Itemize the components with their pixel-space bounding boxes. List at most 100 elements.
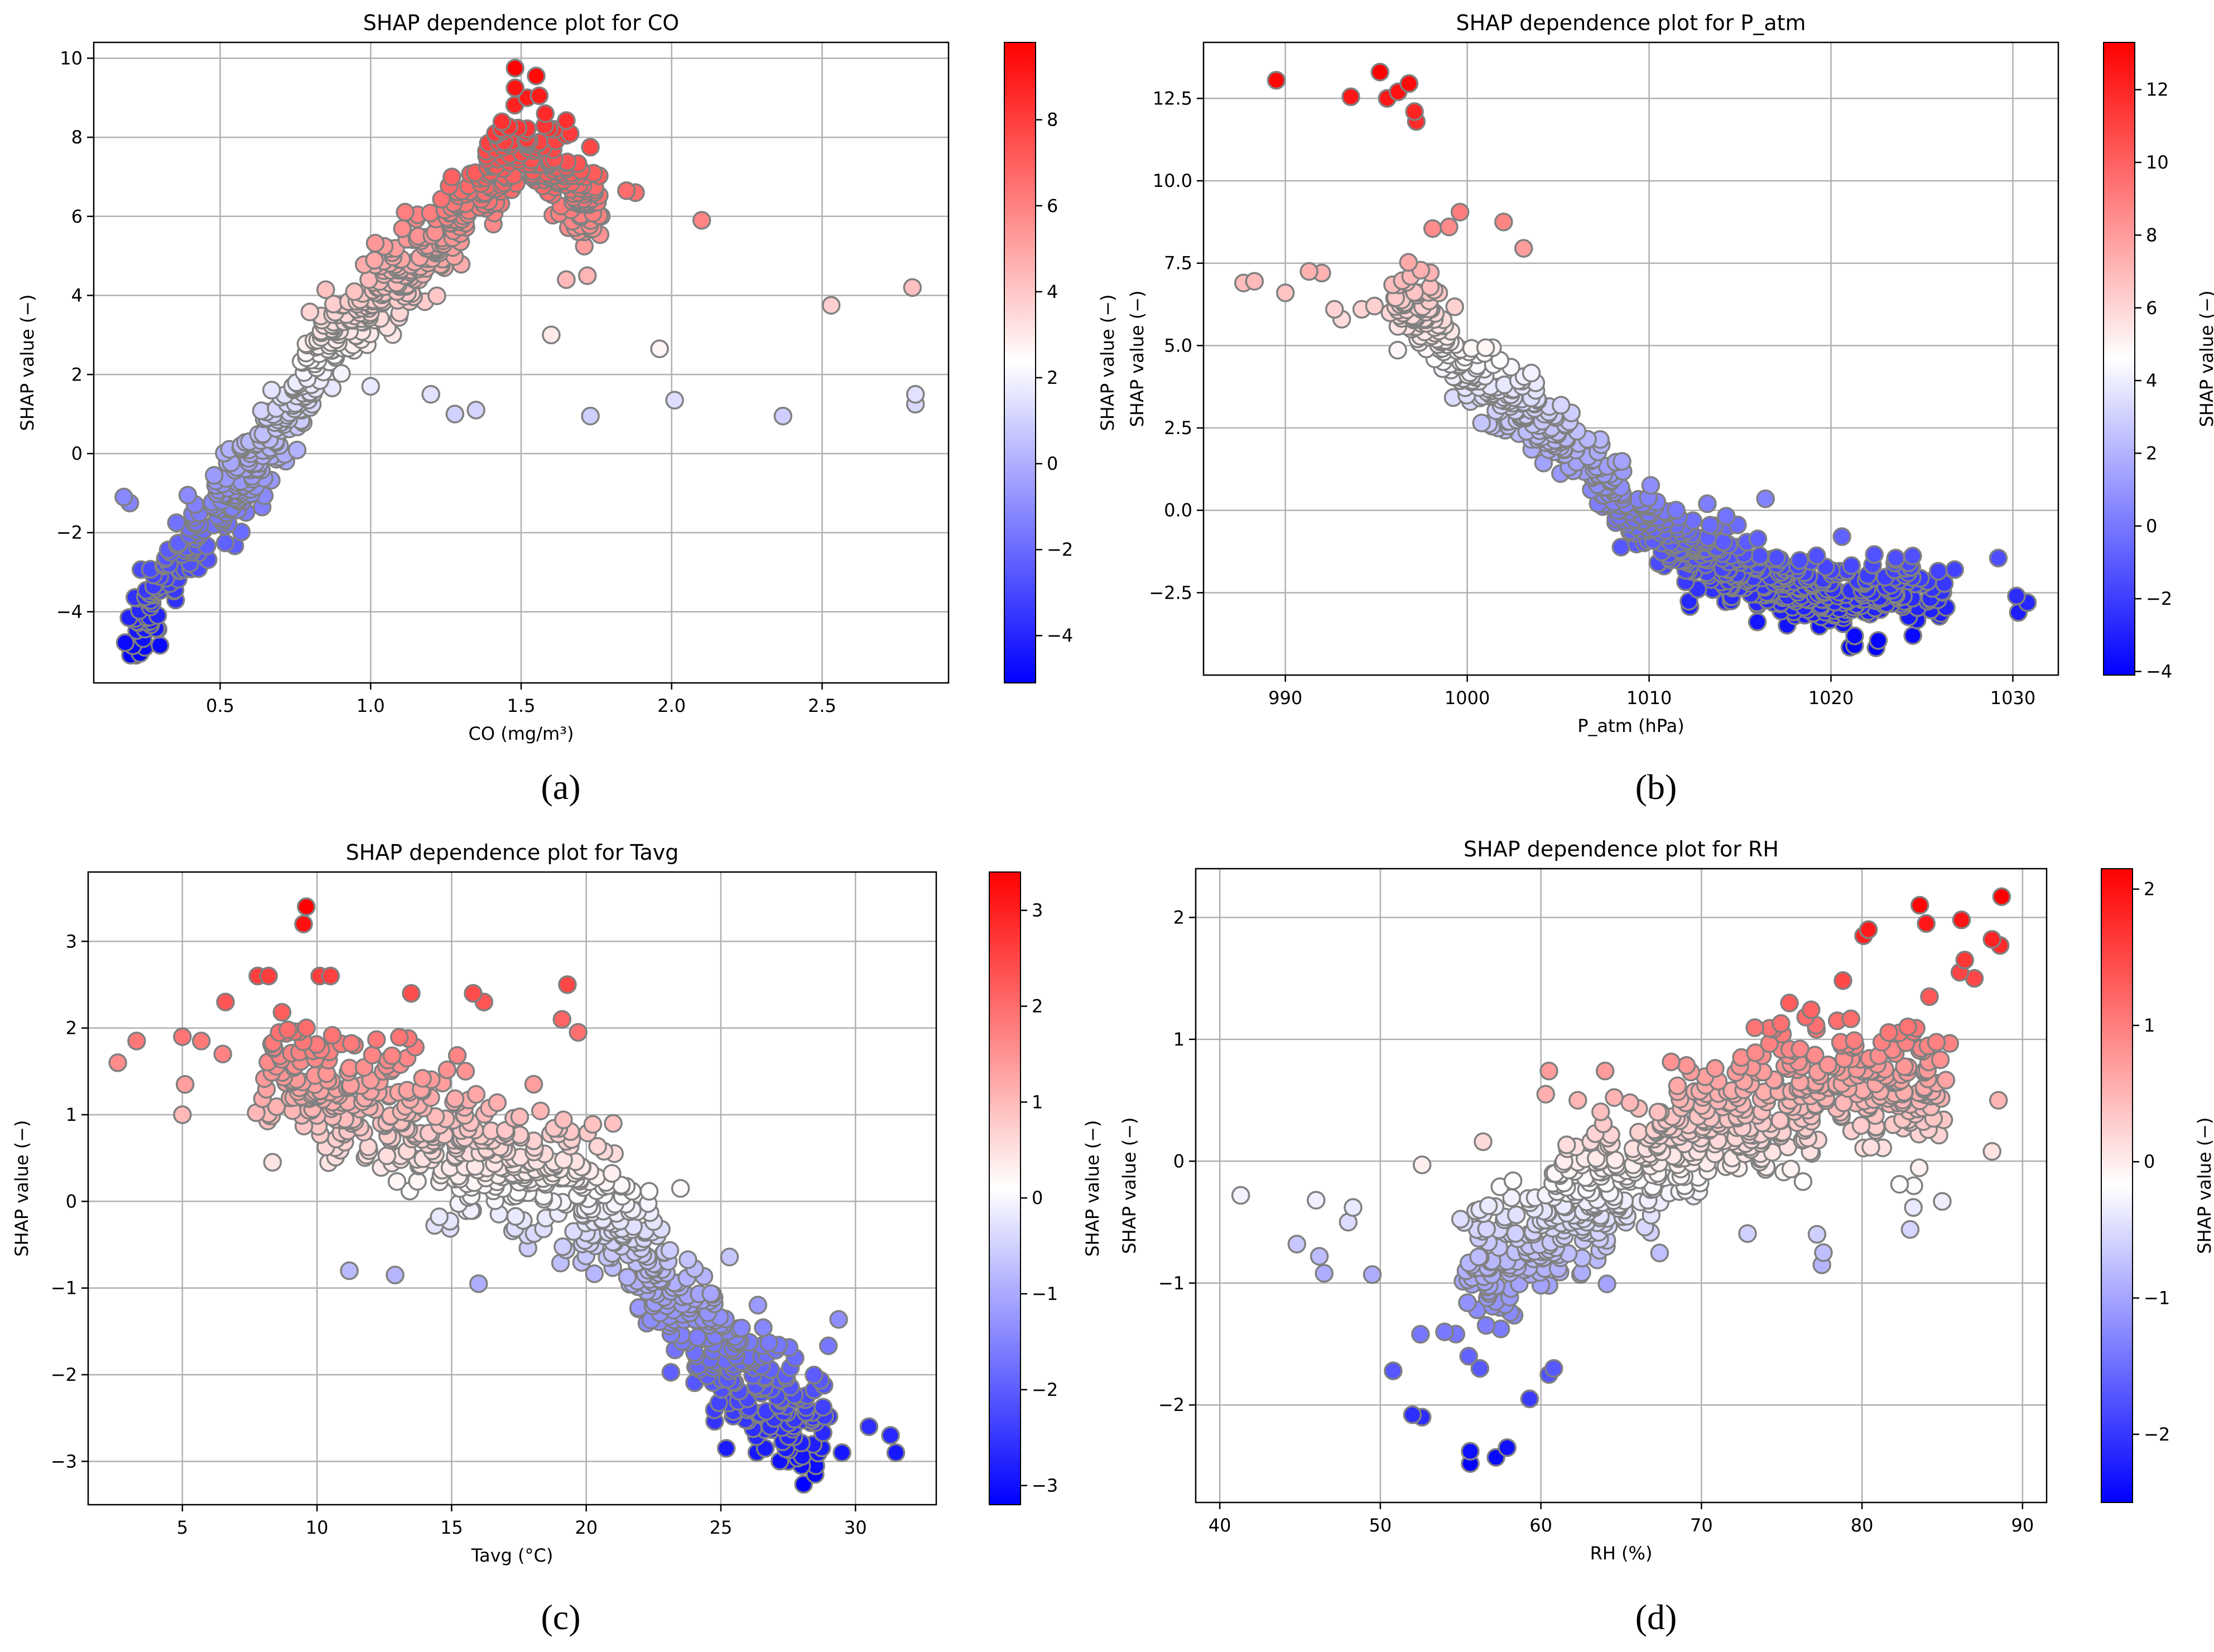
y-tick-label: −2 <box>56 522 83 543</box>
scatter-point <box>1933 1192 1952 1211</box>
colorbar-tick-label: 6 <box>2146 297 2157 319</box>
scatter-point <box>386 1265 405 1285</box>
colorbar-tick-label: −1 <box>2144 1288 2170 1309</box>
scatter-point <box>1818 1055 1837 1075</box>
scatter-point <box>1869 631 1888 650</box>
scatter-point <box>408 1172 427 1191</box>
chart-co: 0.5 1.0 1.5 2.0 2.5 −4 −2 0 2 4 6 8 10 SHAP dependenc… <box>17 11 1118 744</box>
scatter-point <box>1859 920 1878 939</box>
scatter-point <box>367 1030 386 1049</box>
scatter-point <box>1423 219 1442 238</box>
x-tick-label: 90 <box>2011 1515 2034 1536</box>
scatter-point <box>1412 1155 1432 1174</box>
x-tick-label: 2.5 <box>808 695 836 716</box>
scatter-point <box>1597 1274 1616 1293</box>
x-axis-label: CO (mg/m³) <box>469 723 574 744</box>
scatter-point <box>297 897 316 916</box>
scatter-point <box>205 466 224 485</box>
scatter-point <box>639 1182 659 1201</box>
y-tick-label: 0 <box>1173 1150 1185 1172</box>
scatter-point <box>297 1018 316 1038</box>
scatter-point <box>583 1115 603 1134</box>
scatter-points <box>1231 887 2011 1473</box>
scatter-point <box>1611 537 1631 557</box>
plot-frame <box>1202 41 2059 676</box>
scatter-point <box>1445 297 1464 316</box>
scatter-point <box>1910 895 1929 915</box>
colorbar-label: SHAP value (−) <box>1082 1120 1103 1256</box>
scatter-point <box>1310 1246 1329 1266</box>
scatter-point <box>1299 262 1318 281</box>
scatter-point <box>2007 586 2026 606</box>
scatter-point <box>1802 1000 1821 1019</box>
scatter-point <box>114 488 133 507</box>
scatter-point <box>115 633 135 652</box>
colorbar-tick-label: 0 <box>2146 516 2157 537</box>
scatter-point <box>464 984 483 1003</box>
scatter-point <box>178 485 198 505</box>
scatter-point <box>445 404 465 423</box>
scatter-point <box>1917 914 1936 933</box>
scatter-point <box>213 1044 233 1063</box>
scatter-point <box>1507 1205 1526 1225</box>
panel-label-a: (a) <box>541 767 580 807</box>
scatter-point <box>377 1146 397 1165</box>
scatter-point <box>1756 489 1775 508</box>
scatter-point <box>1845 627 1864 646</box>
scatter-point <box>323 1025 342 1045</box>
scatter-point <box>1276 283 1295 302</box>
scatter-point <box>1411 1325 1430 1344</box>
scatter-point <box>1807 546 1826 565</box>
scatter-point <box>1706 1059 1725 1078</box>
scatter-point <box>1440 218 1459 237</box>
colorbar-label: SHAP value (−) <box>2194 1117 2214 1254</box>
scatter-point <box>720 1248 739 1266</box>
y-tick-label: −2 <box>51 1364 77 1385</box>
scatter-point <box>1245 272 1264 291</box>
scatter-point <box>1522 363 1541 383</box>
scatter-point <box>1717 507 1736 526</box>
scatter-point <box>1557 1135 1576 1154</box>
scatter-point <box>1833 971 1852 990</box>
scatter-point <box>1781 1159 1801 1179</box>
scatter-point <box>1746 1043 1765 1062</box>
scatter-point <box>430 1207 449 1226</box>
scatter-point <box>173 1027 192 1046</box>
colorbar-tick-label: 1 <box>1032 1091 1043 1112</box>
scatter-point <box>1388 340 1407 360</box>
colorbar: −4 −2 0 2 4 6 8 SHAP value (−) <box>1004 42 1118 683</box>
scatter-point <box>581 138 600 157</box>
scatter-point <box>1842 556 1861 575</box>
panel-label-d: (d) <box>1635 1597 1677 1637</box>
scatter-point <box>542 325 561 345</box>
scatter-point <box>832 1443 851 1462</box>
scatter-point <box>1904 1198 1923 1217</box>
scatter-point <box>1807 1225 1827 1244</box>
colorbar-tick-label: −1 <box>1032 1283 1058 1304</box>
scatter-point <box>365 234 385 253</box>
scatter-point <box>259 966 278 986</box>
scatter-point <box>1989 548 2008 568</box>
scatter-point <box>716 1439 736 1458</box>
y-tick-label: 10.0 <box>1153 170 1192 191</box>
scatter-point <box>1648 1102 1668 1121</box>
y-tick-label: 6 <box>71 206 83 227</box>
scatter-point <box>1791 1039 1809 1058</box>
scatter-point <box>1879 1023 1898 1042</box>
colorbar-tick-label: 2 <box>2146 442 2157 464</box>
panel-label-c: (c) <box>541 1597 580 1637</box>
colorbar-tick-label: 6 <box>1047 195 1058 216</box>
scatter-point <box>1552 396 1571 415</box>
colorbar: −3 −2 −1 0 1 2 3 SHAP value (−) <box>989 871 1103 1505</box>
scatter-point <box>469 1274 488 1293</box>
y-axis-label: SHAP value (−) <box>1127 290 1148 427</box>
scatter-point <box>506 78 524 98</box>
scatter-point <box>1459 1347 1478 1366</box>
scatter-point <box>814 1398 832 1417</box>
scatter-point <box>1748 613 1767 632</box>
scatter-point <box>402 984 421 1003</box>
scatter-point <box>1474 1132 1493 1152</box>
scatter-point <box>1841 1009 1861 1028</box>
scatter-point <box>1745 1018 1764 1037</box>
scatter-point <box>1370 62 1389 81</box>
